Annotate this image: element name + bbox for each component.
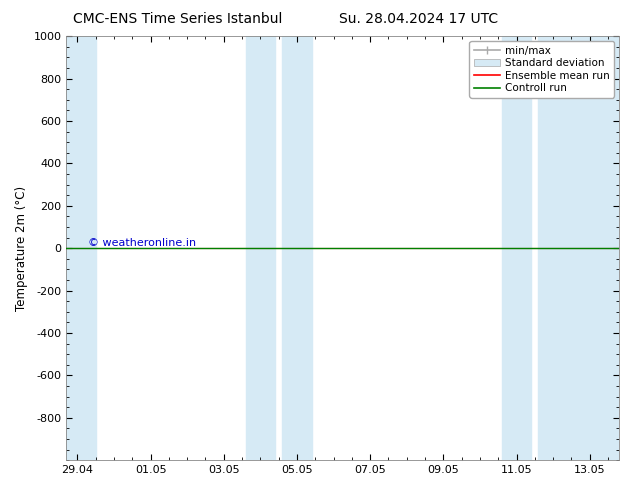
Bar [246, 36, 275, 460]
Y-axis label: Temperature 2m (°C): Temperature 2m (°C) [15, 186, 28, 311]
Bar [67, 36, 96, 460]
Legend: min/max, Standard deviation, Ensemble mean run, Controll run: min/max, Standard deviation, Ensemble me… [469, 41, 614, 98]
Bar [502, 36, 531, 460]
Bar [538, 36, 619, 460]
Text: CMC-ENS Time Series Istanbul: CMC-ENS Time Series Istanbul [73, 12, 282, 26]
Text: © weatheronline.in: © weatheronline.in [88, 238, 197, 247]
Text: Su. 28.04.2024 17 UTC: Su. 28.04.2024 17 UTC [339, 12, 498, 26]
Bar [282, 36, 311, 460]
